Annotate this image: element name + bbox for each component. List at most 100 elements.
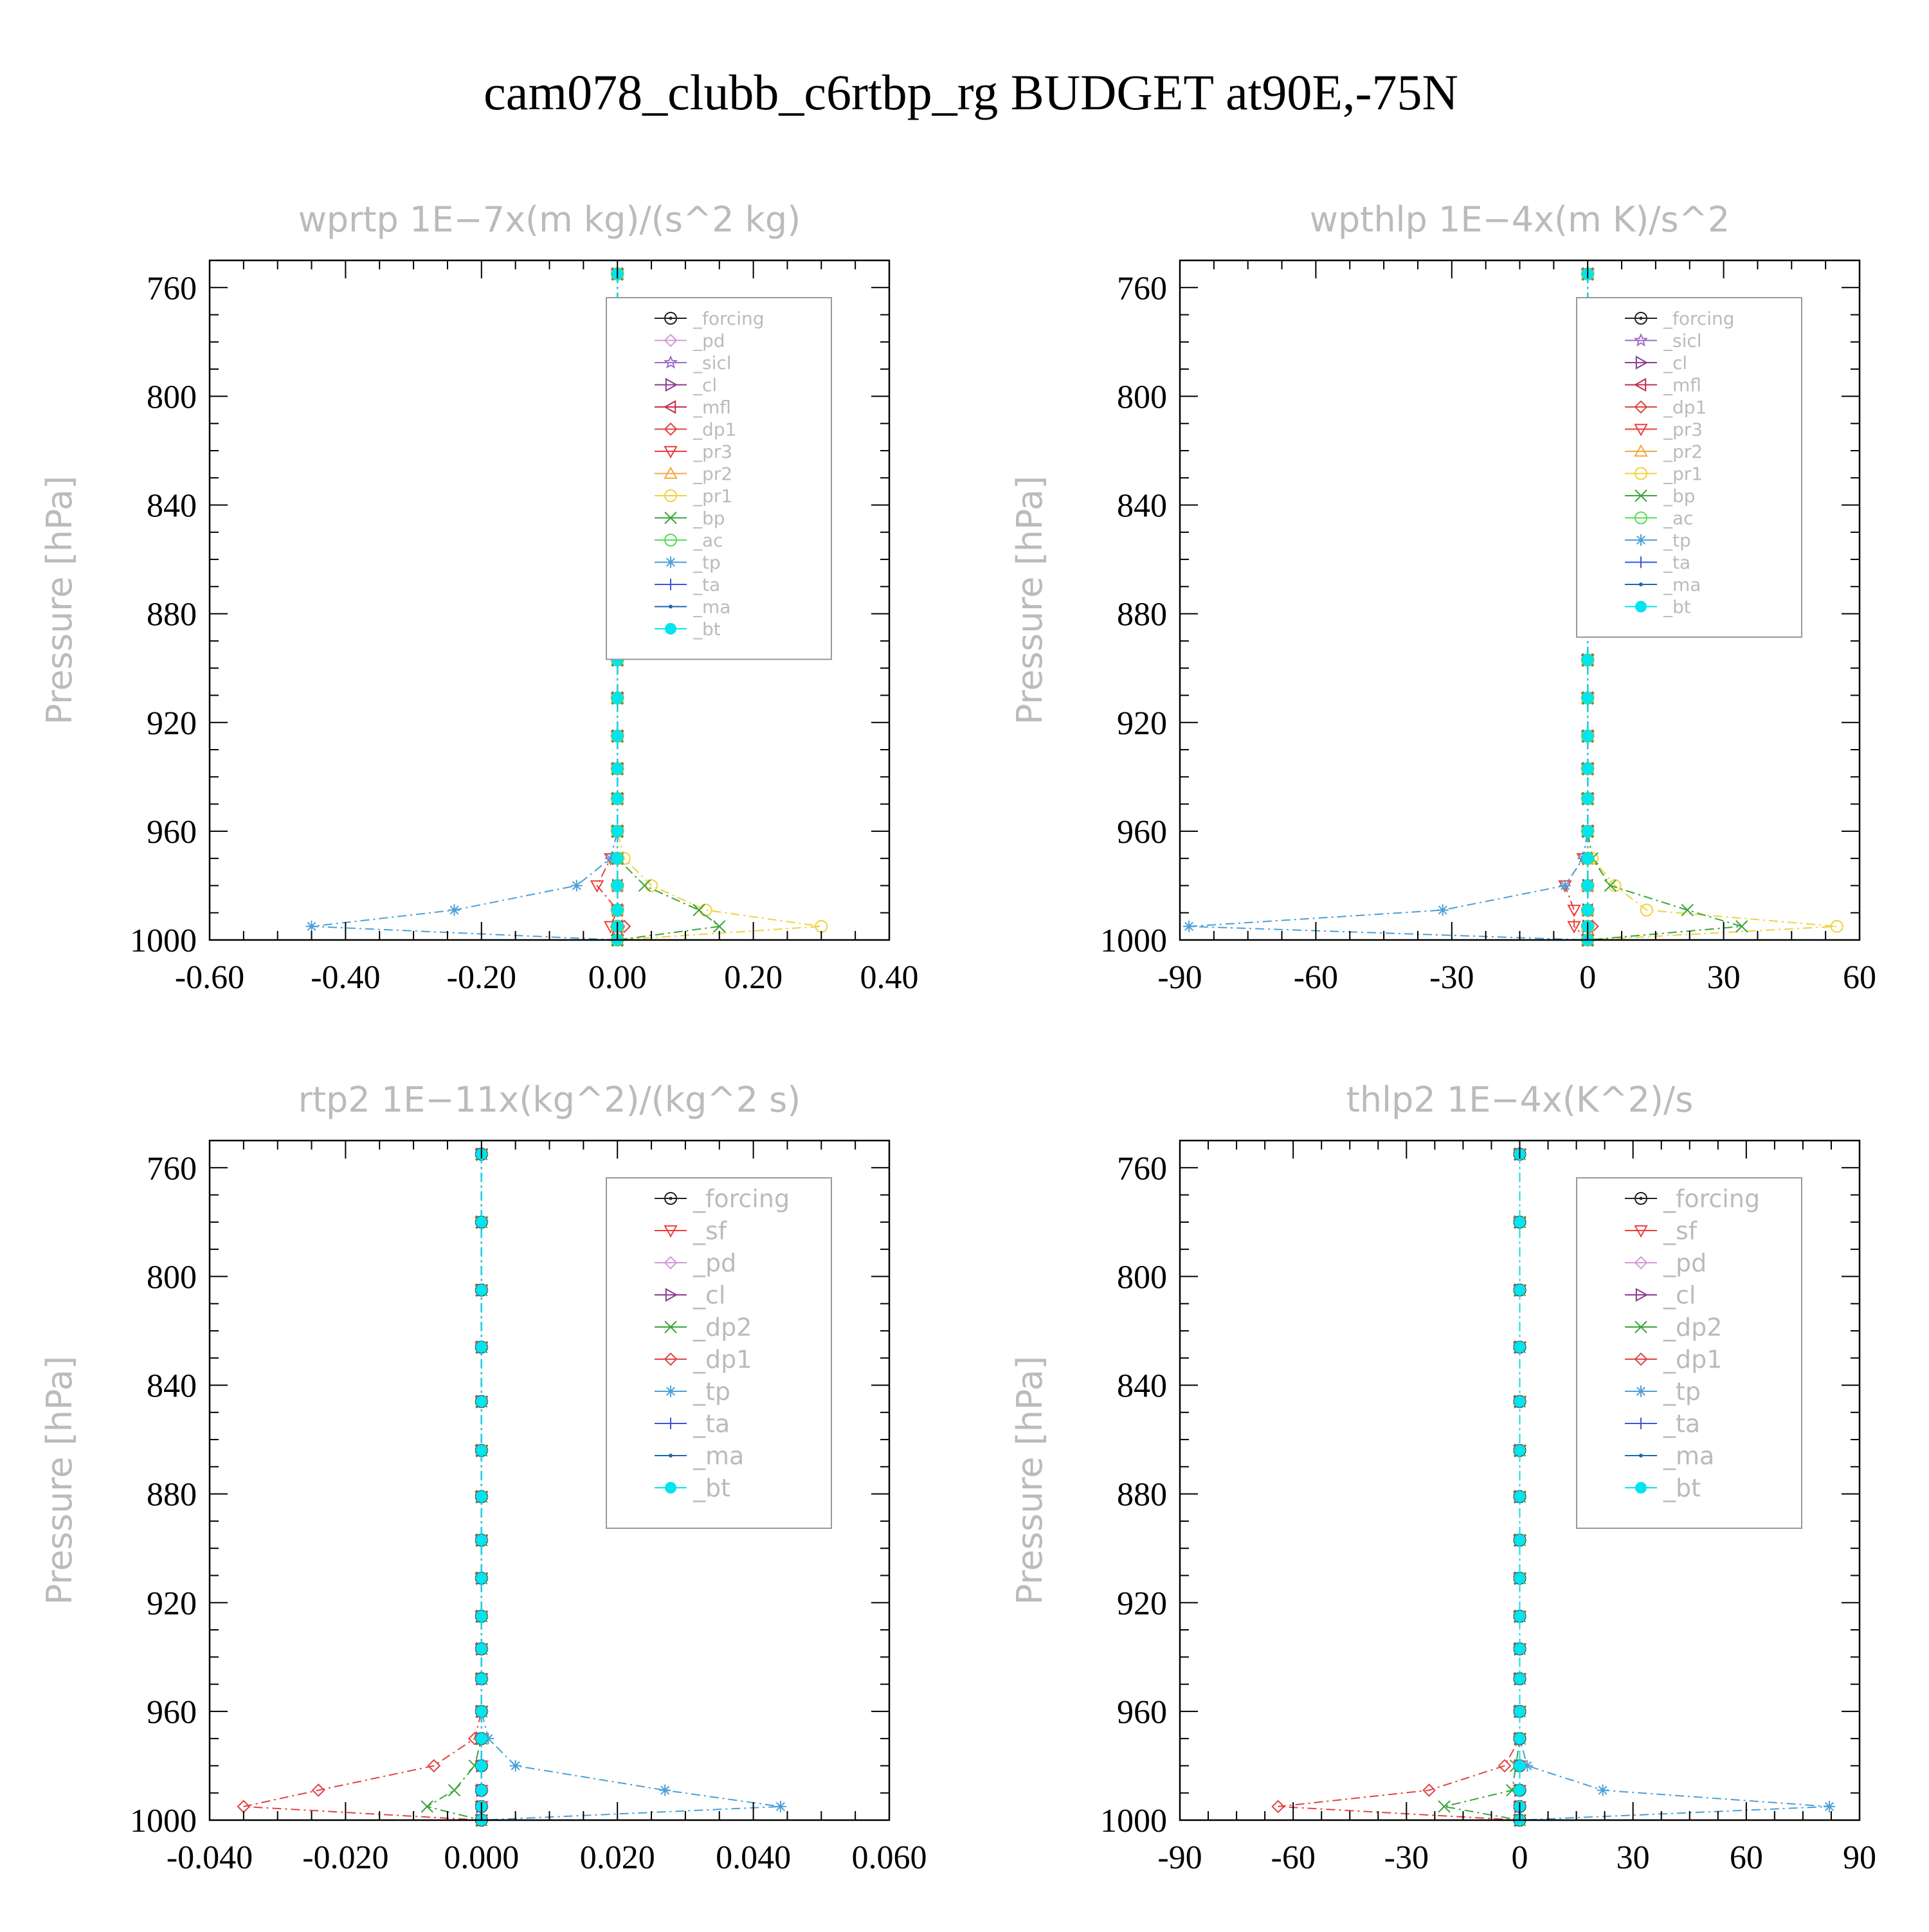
- y-tick-label: 800: [1117, 1259, 1167, 1296]
- legend-label: _dp1: [1663, 397, 1707, 418]
- panel-2: wpthlp 1E−4x(m K)/s^2 Pressure [hPa] 760 80…: [1010, 199, 1876, 996]
- legend-marker: [1639, 1454, 1643, 1458]
- data-point_pr1: [1608, 879, 1622, 892]
- data-point_bt: [611, 763, 624, 775]
- data-point_tp: [509, 1760, 521, 1772]
- data-point_tp: [305, 920, 318, 932]
- legend-marker: [665, 623, 676, 635]
- legend-label: _pr1: [1663, 463, 1703, 484]
- legend-marker: [1635, 356, 1649, 370]
- legend-label: _dp1: [693, 419, 736, 440]
- legend-marker: [1635, 556, 1647, 568]
- legend-label: _ta: [1663, 1409, 1700, 1438]
- y-tick-label: 960: [1117, 1694, 1167, 1731]
- data-point_bt: [1514, 1760, 1526, 1772]
- data-point_bt: [611, 880, 624, 892]
- y-tick-label: 760: [1117, 270, 1167, 307]
- legend-label: _pd: [693, 1249, 736, 1277]
- x-tick-label: -90: [1157, 959, 1202, 996]
- x-tick-label: -30: [1384, 1839, 1429, 1876]
- x-tick-label: -90: [1157, 1839, 1202, 1876]
- legend-marker: [1635, 312, 1647, 325]
- y-tick-label: 880: [1117, 597, 1167, 633]
- legend-marker: [664, 334, 678, 347]
- data-point_tp: [1824, 1800, 1836, 1812]
- legend-marker-center: [1639, 316, 1643, 320]
- data-point_bt: [1514, 1705, 1526, 1717]
- legend: _forcing_sicl_cl_mfl_dp1_pr3_pr2_pr1_bp_…: [1576, 297, 1802, 638]
- data-point_pr3: [1567, 905, 1581, 917]
- panel-4: thlp2 1E−4x(K^2)/s Pressure [hPa] 760 800 84…: [1010, 1079, 1876, 1876]
- data-point_dp1: [311, 1783, 325, 1797]
- data-point_dp1: [427, 1759, 441, 1773]
- data-point_dp2: [421, 1800, 433, 1813]
- x-tick-label: 90: [1843, 1839, 1876, 1876]
- legend-marker: [1634, 1225, 1648, 1238]
- x-tick-label: 30: [1617, 1839, 1650, 1876]
- y-tick-label: 840: [147, 1368, 197, 1405]
- data-point_bt: [1514, 1610, 1526, 1622]
- data-point_bt: [475, 1341, 487, 1353]
- legend-label: _pr2: [693, 463, 732, 484]
- y-axis-label: Pressure [hPa]: [39, 476, 80, 725]
- data-point_bt: [1582, 730, 1594, 742]
- y-tick-label: 800: [1117, 379, 1167, 415]
- data-point_bt: [1582, 692, 1594, 704]
- legend-box: [1576, 297, 1802, 638]
- x-tick-label: -60: [1271, 1839, 1316, 1876]
- legend-marker: [664, 489, 677, 502]
- series-line_tp: [1189, 274, 1589, 941]
- y-tick-label: 920: [147, 705, 197, 742]
- legend-marker: [665, 377, 678, 392]
- legend-label: _pr3: [1663, 419, 1703, 440]
- data-point_tp: [774, 1800, 786, 1812]
- x-tick-label: 0: [1579, 959, 1596, 996]
- data-point_bt: [1582, 825, 1594, 837]
- series-line_dp2: [1444, 1154, 1521, 1821]
- legend-box: [606, 1177, 832, 1529]
- data-point_bt: [611, 692, 624, 704]
- legend-marker: [665, 556, 676, 568]
- legend-marker: [664, 1225, 678, 1238]
- legend-label: _ac: [693, 530, 723, 551]
- legend-marker: [1635, 534, 1647, 546]
- y-tick-label: 800: [147, 379, 197, 415]
- data-point_bt: [1514, 1733, 1526, 1745]
- legend-marker: [1633, 332, 1649, 347]
- legend-label: _bp: [1663, 485, 1696, 507]
- data-point_bt: [475, 1610, 487, 1622]
- data-point_tp: [1521, 1760, 1534, 1772]
- legend-marker: [664, 534, 677, 546]
- data-point_tp: [1183, 920, 1195, 932]
- legend-marker: [1635, 1192, 1647, 1205]
- data-series: [237, 1147, 786, 1828]
- data-point_tp: [604, 853, 617, 865]
- y-tick-label: 840: [1117, 488, 1167, 525]
- legend-label: _tp: [1663, 530, 1691, 551]
- y-tick-label: 920: [147, 1585, 197, 1622]
- legend-label: _ma: [1663, 574, 1701, 595]
- legend-label: _dp1: [1663, 1345, 1722, 1373]
- legend-label: _dp2: [693, 1313, 752, 1341]
- x-tick-label: 60: [1730, 1839, 1763, 1876]
- legend-label: _forcing: [693, 1184, 790, 1213]
- data-point_bt: [475, 1534, 487, 1546]
- legend-label: _forcing: [1663, 1184, 1760, 1213]
- legend-label: _mfl: [1663, 374, 1701, 395]
- data-point_bt: [475, 1284, 487, 1296]
- legend-marker: [1634, 444, 1648, 457]
- data-point_bt: [1582, 904, 1594, 916]
- legend-label: _forcing: [693, 308, 765, 329]
- data-point_bt: [475, 1444, 487, 1456]
- legend-label: _bp: [693, 507, 725, 528]
- legend-marker: [1639, 582, 1643, 586]
- legend-box: [1576, 1177, 1802, 1529]
- data-point_bt: [475, 1760, 487, 1772]
- legend-label: _pr1: [693, 485, 732, 507]
- series-line_tp: [311, 274, 619, 941]
- y-tick-label: 960: [147, 1694, 197, 1731]
- panel-title: rtp2 1E−11x(kg^2)/(kg^2 s): [298, 1079, 801, 1120]
- legend-marker: [664, 1352, 678, 1366]
- legend-marker: [664, 1321, 677, 1333]
- data-point_bt: [1514, 1341, 1526, 1353]
